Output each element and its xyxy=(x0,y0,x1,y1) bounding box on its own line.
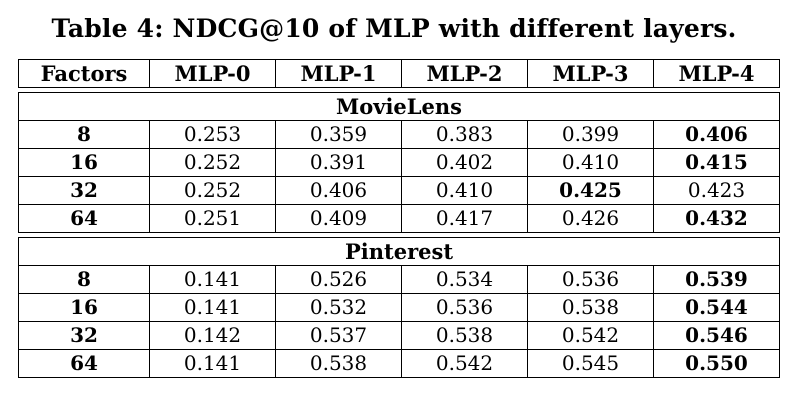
table-row: 16 0.252 0.391 0.402 0.410 0.415 xyxy=(18,148,780,177)
value-cell: 0.141 xyxy=(149,293,276,322)
header-factors: Factors xyxy=(18,59,150,88)
value-cell: 0.538 xyxy=(401,321,528,350)
value-cell: 0.544 xyxy=(653,293,780,322)
value-cell: 0.359 xyxy=(275,120,402,149)
value-cell: 0.406 xyxy=(653,120,780,149)
header-mlp-4: MLP-4 xyxy=(653,59,780,88)
value-cell: 0.545 xyxy=(527,349,654,378)
value-cell: 0.538 xyxy=(275,349,402,378)
header-row: Factors MLP-0 MLP-1 MLP-2 MLP-3 MLP-4 xyxy=(18,59,780,88)
value-cell: 0.252 xyxy=(149,176,276,205)
value-cell: 0.537 xyxy=(275,321,402,350)
value-cell: 0.406 xyxy=(275,176,402,205)
section-title: MovieLens xyxy=(18,92,780,121)
value-cell: 0.410 xyxy=(401,176,528,205)
table-row: 8 0.141 0.526 0.534 0.536 0.539 xyxy=(18,265,780,294)
value-cell: 0.402 xyxy=(401,148,528,177)
value-cell: 0.526 xyxy=(275,265,402,294)
value-cell: 0.538 xyxy=(527,293,654,322)
value-cell: 0.542 xyxy=(527,321,654,350)
value-cell: 0.423 xyxy=(653,176,780,205)
value-cell: 0.425 xyxy=(527,176,654,205)
header-mlp-0: MLP-0 xyxy=(149,59,276,88)
section-title: Pinterest xyxy=(18,237,780,266)
results-table: Factors MLP-0 MLP-1 MLP-2 MLP-3 MLP-4 Mo… xyxy=(18,59,780,378)
value-cell: 0.546 xyxy=(653,321,780,350)
value-cell: 0.399 xyxy=(527,120,654,149)
value-cell: 0.251 xyxy=(149,204,276,233)
factor-cell: 32 xyxy=(18,321,150,350)
value-cell: 0.391 xyxy=(275,148,402,177)
value-cell: 0.539 xyxy=(653,265,780,294)
value-cell: 0.536 xyxy=(401,293,528,322)
value-cell: 0.550 xyxy=(653,349,780,378)
table-row: 32 0.252 0.406 0.410 0.425 0.423 xyxy=(18,176,780,205)
value-cell: 0.383 xyxy=(401,120,528,149)
table-caption: Table 4: NDCG@10 of MLP with different l… xyxy=(51,14,737,43)
header-mlp-3: MLP-3 xyxy=(527,59,654,88)
value-cell: 0.536 xyxy=(527,265,654,294)
value-cell: 0.426 xyxy=(527,204,654,233)
factor-cell: 64 xyxy=(18,204,150,233)
value-cell: 0.534 xyxy=(401,265,528,294)
value-cell: 0.252 xyxy=(149,148,276,177)
table-row: 64 0.141 0.538 0.542 0.545 0.550 xyxy=(18,349,780,378)
header-mlp-2: MLP-2 xyxy=(401,59,528,88)
value-cell: 0.417 xyxy=(401,204,528,233)
factor-cell: 64 xyxy=(18,349,150,378)
table-row: 16 0.141 0.532 0.536 0.538 0.544 xyxy=(18,293,780,322)
value-cell: 0.542 xyxy=(401,349,528,378)
factor-cell: 16 xyxy=(18,148,150,177)
table-row: 32 0.142 0.537 0.538 0.542 0.546 xyxy=(18,321,780,350)
value-cell: 0.142 xyxy=(149,321,276,350)
factor-cell: 8 xyxy=(18,265,150,294)
value-cell: 0.253 xyxy=(149,120,276,149)
value-cell: 0.532 xyxy=(275,293,402,322)
value-cell: 0.409 xyxy=(275,204,402,233)
section-header-row: MovieLens xyxy=(18,92,780,121)
table-row: 64 0.251 0.409 0.417 0.426 0.432 xyxy=(18,204,780,233)
value-cell: 0.415 xyxy=(653,148,780,177)
value-cell: 0.410 xyxy=(527,148,654,177)
factor-cell: 32 xyxy=(18,176,150,205)
section-header-row: Pinterest xyxy=(18,237,780,266)
table-row: 8 0.253 0.359 0.383 0.399 0.406 xyxy=(18,120,780,149)
value-cell: 0.141 xyxy=(149,265,276,294)
header-mlp-1: MLP-1 xyxy=(275,59,402,88)
factor-cell: 16 xyxy=(18,293,150,322)
factor-cell: 8 xyxy=(18,120,150,149)
value-cell: 0.432 xyxy=(653,204,780,233)
value-cell: 0.141 xyxy=(149,349,276,378)
